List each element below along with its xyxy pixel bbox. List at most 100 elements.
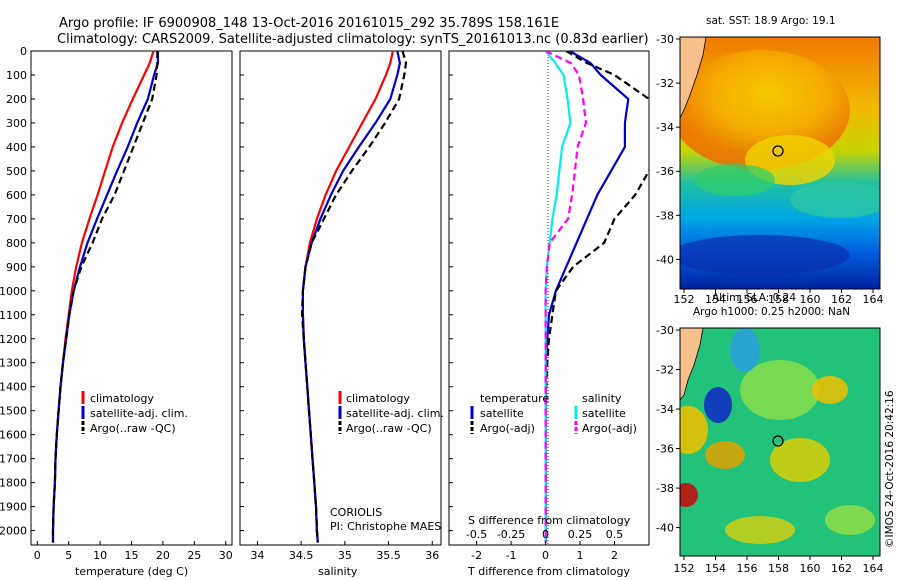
depth-tick-label: 800 [6, 237, 27, 250]
map-y-tick-label: -38 [656, 209, 674, 222]
temperature-axis-label: temperature (deg C) [75, 565, 188, 578]
difference-plot-frame [448, 50, 650, 546]
depth-tick-label: 1200 [0, 333, 27, 346]
salinity-axis-label: salinity [318, 565, 358, 578]
sla-argo-location-marker [772, 435, 784, 447]
sst-map [680, 37, 880, 289]
difference-x-ticks: -2 -1 0 1 2 -0.5 -0.25 0 0.25 0.5 [466, 528, 623, 562]
s-diff-tick-label: 0 [542, 528, 549, 541]
legend-label-t-argo: Argo(-adj) [480, 422, 535, 435]
salinity-x-ticks: 34 34.5 35 35.5 36 [250, 541, 439, 562]
legend-label-t-satellite: satellite [480, 407, 524, 420]
profile-line-temperature-satellite [544, 51, 630, 543]
x-tick-label: -2 [471, 549, 482, 562]
map-x-tick-label: 154 [705, 293, 726, 306]
profile-line-argo-raw-qc- [51, 51, 159, 543]
depth-tick-label: 300 [6, 117, 27, 130]
sla-map [680, 328, 880, 556]
x-tick-label: 25 [187, 549, 201, 562]
sla-very-high-anomaly [680, 483, 698, 507]
sla-low-anomaly [730, 328, 760, 372]
x-tick-label: 5 [65, 549, 72, 562]
x-tick-label: 34 [250, 549, 264, 562]
map-y-tick-label: -34 [656, 403, 674, 416]
map-x-tick-label: 152 [674, 562, 695, 575]
x-tick-label: 15 [125, 549, 139, 562]
depth-tick-label: 400 [6, 141, 27, 154]
profile-line-satellite-adj-clim- [301, 51, 401, 543]
map-y-tick-label: -40 [656, 253, 674, 266]
x-tick-label: 2 [611, 549, 618, 562]
sst-argo-location-marker [772, 145, 784, 157]
sst-map-y-ticks: -30 -32 -34 -36 -38 -40 [656, 33, 680, 266]
map-x-tick-label: 160 [800, 562, 821, 575]
legend-label-argo: Argo(..raw -QC) [90, 422, 176, 435]
depth-tick-label: 1300 [0, 357, 27, 370]
profile-line-satellite-adj-clim- [51, 51, 159, 543]
figure-title-line1: Argo profile: IF 6900908_148 13-Oct-2016… [59, 16, 559, 31]
s-diff-tick-label: -0.5 [466, 528, 487, 541]
sst-map-frame [679, 36, 881, 290]
x-tick-label: 0 [34, 549, 41, 562]
legend-title-salinity: salinity [582, 392, 622, 405]
sla-land-coastline [680, 328, 704, 401]
depth-tick-label: 500 [6, 165, 27, 178]
legend-label-climatology: climatology [346, 392, 410, 405]
figure-title-line2: Climatology: CARS2009. Satellite-adjuste… [57, 32, 649, 47]
map-y-tick-label: -36 [656, 165, 674, 178]
profile-line-climatology [301, 51, 394, 543]
depth-tick-label: 1600 [0, 429, 27, 442]
map-x-tick-label: 154 [705, 562, 726, 575]
depth-tick-label: 100 [6, 69, 27, 82]
profile-line-argo-raw-qc- [300, 51, 408, 543]
legend-title-temperature: temperature [480, 392, 549, 405]
map-y-tick-label: -40 [656, 522, 674, 535]
map-x-tick-label: 156 [737, 293, 758, 306]
profile-line-temperature-argo-adj- [544, 51, 649, 543]
x-tick-label: 1 [577, 549, 584, 562]
s-difference-axis-label: S difference from climatology [468, 514, 631, 527]
x-tick-label: -1 [506, 549, 517, 562]
map-y-tick-label: -38 [656, 482, 674, 495]
depth-tick-label: 700 [6, 213, 27, 226]
sla-map-title-line2: Argo h1000: 0.25 h2000: NaN [693, 306, 850, 318]
legend-label-satellite-adj: satellite-adj. clim. [90, 407, 188, 420]
legend-label-s-satellite: satellite [582, 407, 626, 420]
temperature-legend: climatology satellite-adj. clim. Argo(..… [81, 391, 188, 435]
map-y-tick-label: -30 [656, 33, 674, 46]
sla-map-title-line1: Altim. SLA: 0.24 [712, 292, 796, 304]
depth-tick-label: 900 [6, 261, 27, 274]
depth-tick-label: 1500 [0, 405, 27, 418]
sst-land-coastline [680, 37, 707, 119]
depth-tick-label: 0 [20, 45, 27, 58]
profile-line-salinity-argo-adj [544, 51, 588, 543]
temperature-x-ticks: 0 5 10 15 20 25 30 [34, 541, 233, 562]
difference-legend: temperature salinity satellite Argo(-adj… [470, 392, 637, 435]
legend-label-climatology: climatology [90, 392, 154, 405]
temperature-plot-frame [30, 50, 233, 546]
depth-axis-ticks: 0 100 200 300 400 500 600 700 800 900 1000 1100 1200… [0, 45, 453, 538]
legend-label-satellite-adj: satellite-adj. clim. [346, 407, 444, 420]
x-tick-label: 10 [93, 549, 107, 562]
sla-map-y-ticks: -30 -32 -34 -36 -38 -40 [656, 324, 680, 535]
map-x-tick-label: 158 [768, 293, 789, 306]
depth-tick-label: 2000 [0, 525, 27, 538]
map-x-tick-label: 152 [674, 293, 695, 306]
s-diff-tick-label: 0.5 [606, 528, 624, 541]
map-x-tick-label: 164 [863, 293, 884, 306]
difference-profiles [544, 51, 649, 543]
depth-tick-label: 200 [6, 93, 27, 106]
x-tick-label: 0 [542, 549, 549, 562]
depth-tick-label: 1900 [0, 501, 27, 514]
x-tick-label: 35.5 [376, 549, 401, 562]
sst-green-patch [695, 164, 775, 196]
legend-label-argo: Argo(..raw -QC) [346, 422, 432, 435]
depth-tick-label: 600 [6, 189, 27, 202]
x-tick-label: 35 [338, 549, 352, 562]
profile-line-climatology [51, 51, 155, 543]
sla-high-anomaly [812, 376, 848, 404]
data-center-label: CORIOLIS [330, 506, 382, 519]
salinity-plot-frame [239, 50, 442, 546]
map-x-tick-label: 160 [800, 293, 821, 306]
s-diff-tick-label: 0.25 [568, 528, 593, 541]
